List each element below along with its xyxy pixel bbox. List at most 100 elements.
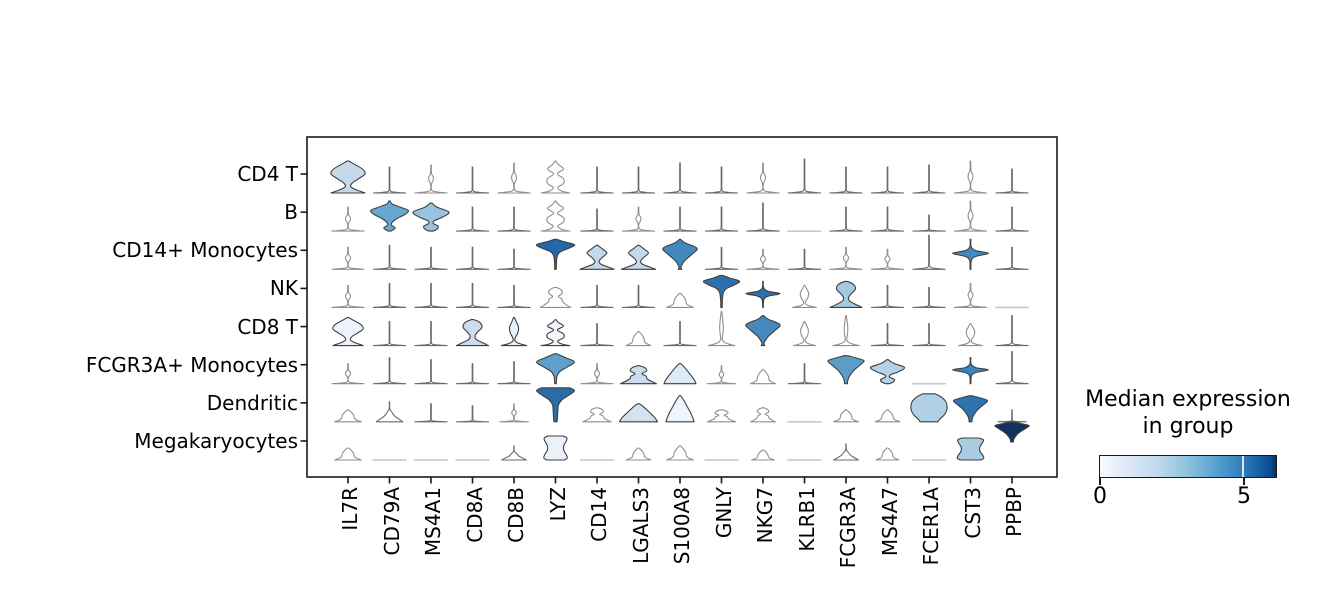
violin-FCGR3A+-Monocytes-IL7R xyxy=(331,363,365,385)
violin-CD14+-Monocytes-NKG7 xyxy=(746,248,780,270)
violin-CD8-T-NKG7 xyxy=(745,315,781,347)
violin-CD4-T-PPBP xyxy=(995,168,1029,194)
violin-FCGR3A+-Monocytes-CD14 xyxy=(580,363,614,385)
x-tick-label-LGALS3: LGALS3 xyxy=(628,487,653,564)
violin-CD8-T-CD14 xyxy=(580,323,614,347)
violin-CD8-T-S100A8 xyxy=(663,321,697,347)
violin-CD8-T-CD79A xyxy=(372,321,407,347)
violin-NK-FCER1A xyxy=(912,286,946,308)
violin-Megakaryocytes-LYZ xyxy=(543,435,568,461)
violin-FCGR3A+-Monocytes-S100A8 xyxy=(663,363,697,385)
violin-CD4-T-IL7R xyxy=(330,160,366,194)
violin-FCGR3A+-Monocytes-NKG7 xyxy=(750,369,776,385)
violin-B-MS4A7 xyxy=(870,206,905,232)
violin-FCGR3A+-Monocytes-LYZ xyxy=(535,353,576,385)
violin-Dendritic-CD8A xyxy=(455,405,490,423)
violin-CD8-T-CD8A xyxy=(455,319,490,347)
violin-Dendritic-LGALS3 xyxy=(618,403,659,423)
y-tick-label-CD14+-Monocytes: CD14+ Monocytes xyxy=(112,238,298,263)
x-tick-label-FCGR3A: FCGR3A xyxy=(836,487,860,569)
violin-Dendritic-CD8B xyxy=(499,403,529,423)
violin-Dendritic-NKG7 xyxy=(750,407,776,423)
violin-NK-CST3 xyxy=(953,282,988,308)
violin-CD14+-Monocytes-CD14 xyxy=(579,244,615,270)
violin-NK-LGALS3 xyxy=(621,284,656,308)
violin-CD14+-Monocytes-LYZ xyxy=(535,238,576,270)
x-tick-label-CD8B: CD8B xyxy=(504,487,528,543)
colorbar-tick-label-5: 5 xyxy=(1237,484,1251,509)
violin-FCGR3A+-Monocytes-LGALS3 xyxy=(619,365,658,385)
violin-NK-GNLY xyxy=(702,274,741,308)
violin-FCGR3A+-Monocytes-FCGR3A xyxy=(827,355,865,385)
violin-CD8-T-LGALS3 xyxy=(625,331,652,347)
violin-NK-MS4A7 xyxy=(870,284,905,308)
violin-CD14+-Monocytes-LGALS3 xyxy=(620,244,657,270)
violin-FCGR3A+-Monocytes-CST3 xyxy=(951,357,990,385)
violin-Dendritic-CD79A xyxy=(375,401,404,423)
violin-CD8-T-FCER1A xyxy=(912,323,946,347)
x-tick-label-KLRB1: KLRB1 xyxy=(794,487,819,552)
x-tick-label-CD79A: CD79A xyxy=(379,487,404,556)
violin-CD4-T-CD79A xyxy=(372,166,407,194)
violin-CD14+-Monocytes-GNLY xyxy=(704,246,739,270)
violin-FCGR3A+-Monocytes-CD79A xyxy=(372,357,407,385)
violin-CD4-T-MS4A1 xyxy=(414,164,448,194)
violin-Dendritic-FCER1A xyxy=(910,393,948,423)
violin-Dendritic-S100A8 xyxy=(665,395,695,423)
x-tick-label-S100A8: S100A8 xyxy=(670,487,694,565)
violin-Megakaryocytes-NKG7 xyxy=(751,449,775,461)
colorbar-title: Median expression in group xyxy=(1063,386,1313,440)
violin-CD14+-Monocytes-IL7R xyxy=(331,246,365,270)
violin-CD4-T-NKG7 xyxy=(746,162,780,194)
x-tick-label-LYZ: LYZ xyxy=(545,487,570,522)
violin-NK-CD79A xyxy=(372,282,407,308)
x-tick-label-CD8A: CD8A xyxy=(462,487,487,543)
y-tick-label-CD4-T: CD4 T xyxy=(237,162,298,186)
violin-Dendritic-MS4A1 xyxy=(414,403,448,423)
violin-B-CD8A xyxy=(455,206,490,232)
violin-CD14+-Monocytes-FCGR3A xyxy=(829,246,863,270)
violin-NK-FCGR3A xyxy=(829,280,863,308)
colorbar-gradient xyxy=(1099,455,1277,478)
y-tick-label-NK: NK xyxy=(269,276,298,301)
violin-Megakaryocytes-S100A8 xyxy=(666,445,694,461)
violin-Megakaryocytes-PPBP xyxy=(994,421,1030,443)
violin-B-FCER1A xyxy=(912,214,946,232)
violin-CD4-T-MS4A7 xyxy=(870,166,905,194)
x-tick-label-FCER1A: FCER1A xyxy=(919,487,943,566)
violin-B-S100A8 xyxy=(663,206,697,232)
x-tick-label-PPBP: PPBP xyxy=(1002,487,1026,537)
colorbar-tickmark-5 xyxy=(1243,478,1245,485)
violin-NK-KLRB1 xyxy=(792,284,817,308)
violin-CD4-T-CD8A xyxy=(455,166,490,194)
violin-Dendritic-GNLY xyxy=(706,409,737,423)
colorbar-tickmark-0 xyxy=(1099,478,1101,485)
violin-NK-LYZ xyxy=(539,286,572,308)
x-tick-label-NKG7: NKG7 xyxy=(753,487,777,544)
violin-NK-CD14 xyxy=(580,284,614,308)
violin-Megakaryocytes-LGALS3 xyxy=(625,447,652,461)
violin-CD4-T-CST3 xyxy=(953,160,988,194)
violin-CD8-T-FCGR3A xyxy=(832,315,860,347)
violin-B-LYZ xyxy=(540,200,571,232)
violin-CD4-T-CD8B xyxy=(497,162,531,194)
violin-B-LGALS3 xyxy=(621,206,656,232)
violin-FCGR3A+-Monocytes-KLRB1 xyxy=(787,363,822,385)
violin-CD8-T-CD8B xyxy=(500,317,528,347)
violin-FCGR3A+-Monocytes-GNLY xyxy=(706,365,737,385)
violin-CD4-T-FCGR3A xyxy=(829,166,863,194)
violin-NK-IL7R xyxy=(331,284,365,308)
violin-CD8-T-CST3 xyxy=(958,323,983,347)
violin-CD4-T-FCER1A xyxy=(912,164,946,194)
violin-B-NKG7 xyxy=(746,202,780,232)
violin-B-GNLY xyxy=(704,206,739,232)
x-tick-label-IL7R: IL7R xyxy=(338,487,362,531)
violin-CD14+-Monocytes-KLRB1 xyxy=(787,248,822,270)
violin-CD14+-Monocytes-S100A8 xyxy=(662,238,698,270)
violin-FCGR3A+-Monocytes-MS4A1 xyxy=(414,359,448,385)
colorbar-inner-tick xyxy=(1241,456,1244,477)
violin-FCGR3A+-Monocytes-MS4A7 xyxy=(869,359,906,385)
violin-Dendritic-IL7R xyxy=(334,409,362,423)
violin-B-CD79A xyxy=(369,200,410,232)
